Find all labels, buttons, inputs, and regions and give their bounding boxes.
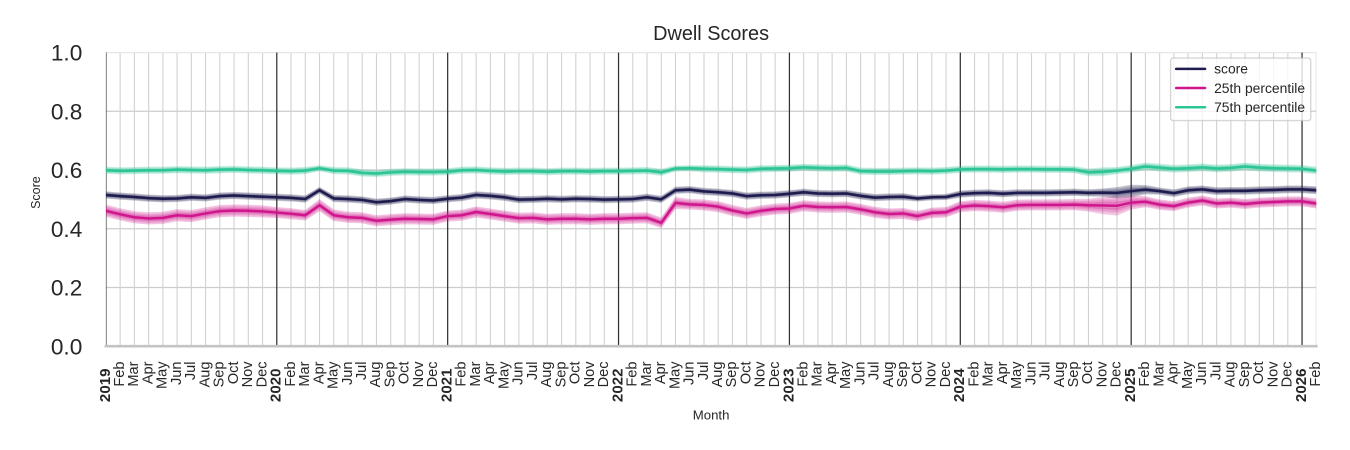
svg-text:0.4: 0.4 <box>51 217 82 242</box>
svg-text:Dec: Dec <box>1109 361 1125 387</box>
svg-text:May: May <box>155 361 171 389</box>
svg-text:Jun: Jun <box>169 361 185 385</box>
svg-text:Score: Score <box>29 176 43 209</box>
svg-text:Aug: Aug <box>1052 361 1068 387</box>
svg-text:May: May <box>667 361 683 389</box>
svg-text:Apr: Apr <box>140 361 156 384</box>
svg-text:Jun: Jun <box>511 361 527 385</box>
svg-text:Sep: Sep <box>895 361 911 387</box>
svg-text:Nov: Nov <box>582 361 598 388</box>
svg-text:Dec: Dec <box>254 361 270 387</box>
svg-text:Oct: Oct <box>1080 361 1096 384</box>
svg-text:Jun: Jun <box>682 361 698 385</box>
svg-text:Mar: Mar <box>810 361 826 386</box>
svg-text:Oct: Oct <box>397 361 413 384</box>
svg-text:Dec: Dec <box>767 361 783 387</box>
svg-text:Dec: Dec <box>596 361 612 387</box>
svg-text:Mar: Mar <box>297 361 313 386</box>
svg-text:Mar: Mar <box>126 361 142 386</box>
svg-text:Oct: Oct <box>568 361 584 384</box>
svg-text:Nov: Nov <box>1094 361 1110 388</box>
svg-text:Jul: Jul <box>867 361 883 380</box>
svg-text:2026: 2026 <box>1293 368 1310 402</box>
svg-text:Mar: Mar <box>1151 361 1167 386</box>
svg-text:Jun: Jun <box>340 361 356 385</box>
svg-text:2022: 2022 <box>609 368 626 402</box>
svg-text:Feb: Feb <box>454 361 470 386</box>
svg-text:2023: 2023 <box>780 368 797 402</box>
svg-text:Aug: Aug <box>881 361 897 387</box>
svg-text:Apr: Apr <box>653 361 669 384</box>
svg-text:May: May <box>1009 361 1025 389</box>
svg-text:Jun: Jun <box>1194 361 1210 385</box>
svg-text:Feb: Feb <box>625 361 641 386</box>
svg-text:Nov: Nov <box>1265 361 1281 388</box>
svg-text:Oct: Oct <box>738 361 754 384</box>
svg-text:Jul: Jul <box>354 361 370 380</box>
svg-text:May: May <box>496 361 512 389</box>
svg-text:2024: 2024 <box>951 368 968 402</box>
svg-text:Jul: Jul <box>525 361 541 380</box>
svg-text:Jul: Jul <box>1038 361 1054 380</box>
svg-text:2021: 2021 <box>439 368 456 402</box>
svg-text:May: May <box>326 361 342 389</box>
svg-text:Apr: Apr <box>482 361 498 384</box>
svg-text:Feb: Feb <box>112 361 128 386</box>
svg-text:2025: 2025 <box>1122 368 1139 402</box>
svg-text:Apr: Apr <box>995 361 1011 384</box>
svg-text:Nov: Nov <box>753 361 769 388</box>
svg-text:Jul: Jul <box>696 361 712 380</box>
svg-text:Aug: Aug <box>710 361 726 387</box>
svg-text:2020: 2020 <box>268 368 285 402</box>
svg-text:Jul: Jul <box>183 361 199 380</box>
svg-text:Mar: Mar <box>981 361 997 386</box>
svg-text:Aug: Aug <box>1223 361 1239 387</box>
svg-text:0.2: 0.2 <box>51 276 82 301</box>
svg-text:Oct: Oct <box>1251 361 1267 384</box>
svg-text:Feb: Feb <box>966 361 982 386</box>
svg-text:1.0: 1.0 <box>51 41 82 66</box>
svg-text:Feb: Feb <box>1137 361 1153 386</box>
svg-text:Nov: Nov <box>240 361 256 388</box>
svg-text:75th percentile: 75th percentile <box>1214 99 1305 115</box>
svg-text:Sep: Sep <box>724 361 740 387</box>
svg-text:Aug: Aug <box>197 361 213 387</box>
svg-text:Mar: Mar <box>639 361 655 386</box>
svg-text:Apr: Apr <box>311 361 327 384</box>
svg-text:0.6: 0.6 <box>51 158 82 183</box>
svg-text:Aug: Aug <box>368 361 384 387</box>
svg-text:Jun: Jun <box>1023 361 1039 385</box>
svg-text:Sep: Sep <box>382 361 398 387</box>
svg-text:Jun: Jun <box>852 361 868 385</box>
svg-text:Dec: Dec <box>425 361 441 387</box>
svg-text:Dwell Scores: Dwell Scores <box>653 23 769 45</box>
svg-text:Nov: Nov <box>411 361 427 388</box>
svg-text:May: May <box>1180 361 1196 389</box>
svg-text:Sep: Sep <box>212 361 228 387</box>
svg-text:Mar: Mar <box>468 361 484 386</box>
svg-text:25th percentile: 25th percentile <box>1214 80 1305 96</box>
svg-text:Dec: Dec <box>1280 361 1296 387</box>
svg-text:Oct: Oct <box>909 361 925 384</box>
svg-text:score: score <box>1214 61 1248 77</box>
svg-text:Sep: Sep <box>553 361 569 387</box>
svg-text:Feb: Feb <box>1308 361 1324 386</box>
svg-text:Dec: Dec <box>938 361 954 387</box>
svg-text:Jul: Jul <box>1208 361 1224 380</box>
svg-text:May: May <box>838 361 854 389</box>
svg-text:2019: 2019 <box>97 368 114 402</box>
svg-text:Sep: Sep <box>1237 361 1253 387</box>
svg-text:0.8: 0.8 <box>51 99 82 124</box>
svg-text:Month: Month <box>693 407 730 422</box>
svg-text:Nov: Nov <box>924 361 940 388</box>
svg-text:Oct: Oct <box>226 361 242 384</box>
svg-text:Feb: Feb <box>283 361 299 386</box>
svg-text:0.0: 0.0 <box>51 334 82 359</box>
svg-text:Feb: Feb <box>795 361 811 386</box>
svg-text:Apr: Apr <box>824 361 840 384</box>
svg-text:Apr: Apr <box>1166 361 1182 384</box>
svg-text:Sep: Sep <box>1066 361 1082 387</box>
svg-text:Aug: Aug <box>539 361 555 387</box>
